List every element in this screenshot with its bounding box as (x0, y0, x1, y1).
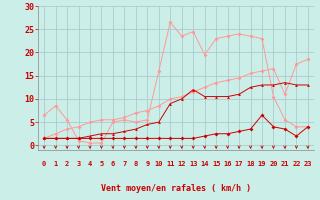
X-axis label: Vent moyen/en rafales ( km/h ): Vent moyen/en rafales ( km/h ) (101, 184, 251, 193)
